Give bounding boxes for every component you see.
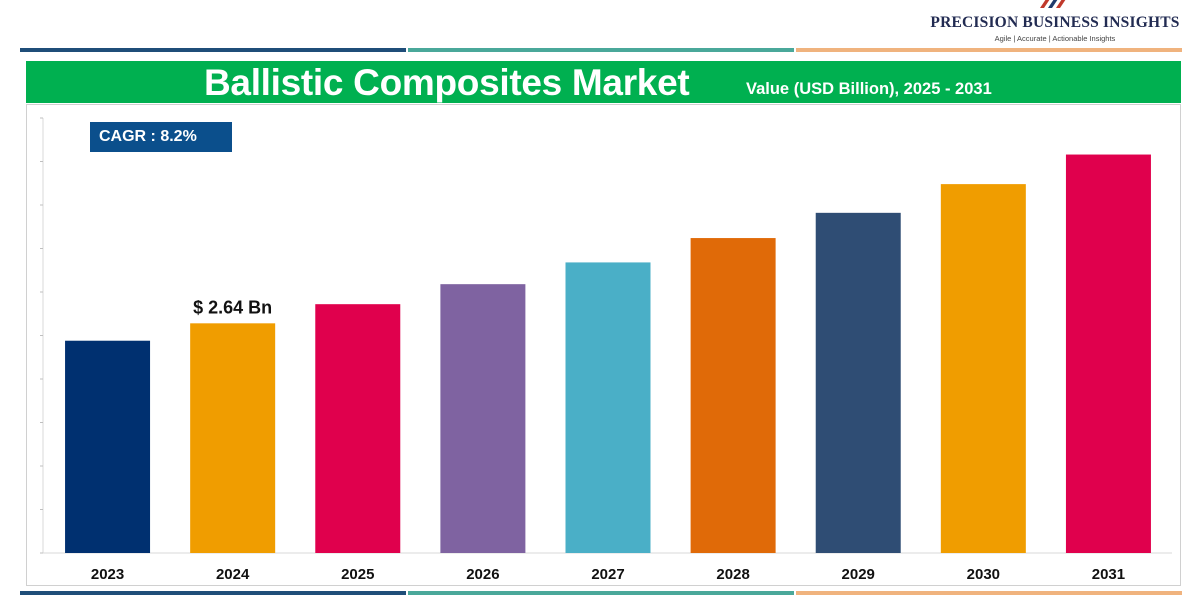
bottom-divider <box>20 591 1182 595</box>
top-divider-segment <box>408 48 794 52</box>
bottom-divider-segment <box>20 591 406 595</box>
bar-2023 <box>65 340 151 553</box>
chart-title: Ballistic Composites Market <box>204 62 690 103</box>
x-tick-label-2029: 2029 <box>842 566 875 583</box>
cagr-label: CAGR : 8.2% <box>99 128 197 145</box>
bottom-divider-segment <box>796 591 1182 595</box>
brand-name: PRECISION BUSINESS INSIGHTS <box>930 14 1180 31</box>
x-tick-label-2024: 2024 <box>216 566 250 583</box>
title-banner: Ballistic Composites Market Value (USD B… <box>26 61 1181 103</box>
bar-2030 <box>940 184 1026 553</box>
top-divider-segment <box>796 48 1182 52</box>
brand-tagline: Agile | Accurate | Actionable Insights <box>994 34 1116 43</box>
x-tick-label-2023: 2023 <box>91 566 124 583</box>
chart-frame <box>26 104 1181 586</box>
bar-2028 <box>690 238 776 553</box>
brand-header: PRECISION BUSINESS INSIGHTS Agile | Accu… <box>910 0 1200 46</box>
brand-logo-icon <box>1040 0 1066 8</box>
x-tick-label-2030: 2030 <box>967 566 1000 583</box>
x-tick-label-2025: 2025 <box>341 566 374 583</box>
top-divider <box>20 48 1182 52</box>
data-label-2024: $ 2.64 Bn <box>193 297 272 317</box>
x-tick-label-2031: 2031 <box>1092 566 1125 583</box>
top-divider-segment <box>20 48 406 52</box>
bar-2027 <box>565 262 651 553</box>
cagr-badge: CAGR : 8.2% <box>90 122 232 152</box>
bar-2025 <box>315 304 401 553</box>
bottom-divider-segment <box>408 591 794 595</box>
bar-2031 <box>1065 154 1151 554</box>
x-tick-label-2028: 2028 <box>716 566 749 583</box>
bar-2029 <box>815 212 901 553</box>
x-tick-label-2027: 2027 <box>591 566 624 583</box>
bar-2026 <box>440 284 526 553</box>
x-tick-label-2026: 2026 <box>466 566 499 583</box>
chart-subtitle: Value (USD Billion), 2025 - 2031 <box>746 80 992 98</box>
bar-2024 <box>190 323 276 553</box>
